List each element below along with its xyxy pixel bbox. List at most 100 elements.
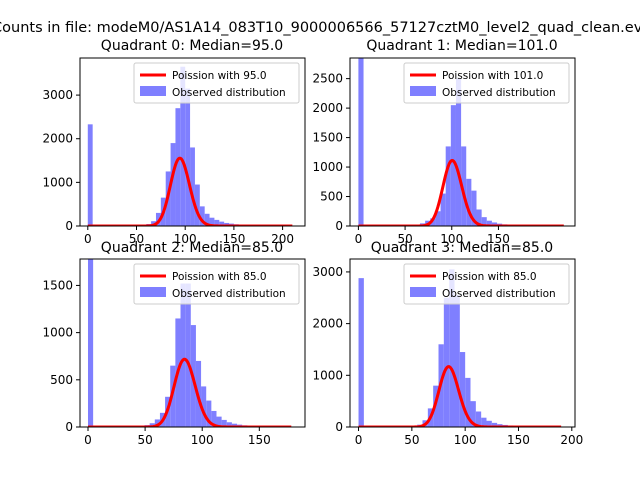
y-tick-label: 2000 (312, 101, 343, 115)
legend-box (403, 263, 570, 305)
x-tick-label: 150 (507, 433, 530, 447)
legend-observed-label: Observed distribution (172, 288, 286, 300)
histogram-bar (175, 108, 181, 226)
histogram-bar (486, 220, 492, 226)
histogram-bar (149, 423, 155, 427)
histogram-bar (214, 219, 220, 226)
y-tick-label: 0 (335, 420, 343, 434)
axes-frame (349, 258, 576, 428)
legend-poisson-label: Poission with 101.0 (442, 70, 543, 82)
histogram-bar (226, 422, 232, 427)
histogram-bar (491, 422, 498, 427)
y-tick-label: 500 (50, 373, 73, 387)
histogram-bar (475, 411, 482, 427)
y-tick-label: 2000 (312, 317, 343, 331)
y-tick-label: 0 (335, 219, 343, 233)
panel-title: Quadrant 2: Median=85.0 (101, 240, 283, 256)
histogram-bar (190, 147, 195, 226)
y-tick-label: 0 (65, 219, 73, 233)
x-tick-label: 50 (137, 433, 152, 447)
legend-poisson-label: Poission with 85.0 (172, 271, 267, 283)
legend: Poission with 85.0 Observed distribution (403, 263, 570, 305)
histogram-bar (455, 78, 462, 226)
legend-box (133, 263, 300, 305)
histogram-bar (476, 209, 482, 226)
legend-observed-swatch (410, 287, 436, 297)
histogram-bar (211, 410, 217, 427)
histogram-bar (471, 190, 477, 226)
plot-area (358, 269, 562, 427)
y-tick-label: 2500 (312, 72, 343, 86)
histogram-bar (180, 283, 186, 427)
y-tick-label: 1000 (312, 368, 343, 382)
y-tick-label: 1500 (42, 278, 73, 292)
axes-frame (79, 57, 306, 227)
x-tick-label: 100 (174, 232, 197, 246)
histogram-bar (465, 377, 471, 427)
y-tick-label: 500 (320, 190, 343, 204)
axes-frame (349, 57, 576, 227)
x-tick-label: 150 (248, 433, 271, 447)
histogram-bar (486, 420, 492, 427)
histogram-bar (445, 146, 451, 226)
x-tick-label: 200 (560, 433, 583, 447)
y-tick-label: 3000 (312, 265, 343, 279)
histogram-bar (87, 259, 94, 427)
histogram-bar (154, 419, 160, 427)
x-tick-label: 150 (222, 232, 245, 246)
figure-title: Counts in file: modeM0/AS1A14_083T10_900… (0, 20, 640, 36)
legend-observed-label: Observed distribution (442, 288, 556, 300)
histogram-bar (199, 206, 205, 226)
x-tick-label: 50 (397, 232, 412, 246)
poisson-curve (358, 365, 562, 427)
histogram-bar (461, 146, 467, 226)
x-tick-label: 50 (129, 232, 144, 246)
x-tick-label: 150 (487, 232, 510, 246)
plot-area (87, 66, 293, 226)
histogram-bar (194, 184, 200, 226)
y-tick-label: 1500 (312, 131, 343, 145)
legend: Poission with 85.0 Observed distribution (133, 263, 300, 305)
histogram-bar (231, 423, 238, 427)
x-tick-label: 100 (440, 232, 463, 246)
y-tick-label: 3000 (42, 88, 73, 102)
x-tick-label: 50 (404, 433, 419, 447)
histogram-bar (201, 386, 207, 427)
histogram-bar (449, 269, 455, 427)
legend-box (403, 62, 570, 104)
legend-observed-swatch (410, 86, 436, 96)
histogram-bar (185, 88, 191, 226)
legend-observed-swatch (140, 86, 166, 96)
histogram-bar (221, 419, 227, 427)
x-tick-label: 200 (271, 232, 294, 246)
histogram-bar (481, 217, 487, 226)
x-tick-label: 0 (355, 232, 363, 246)
histogram-bar (450, 105, 456, 226)
histogram-bar (459, 352, 466, 427)
legend: Poission with 101.0 Observed distribution (403, 62, 570, 104)
plot-area (87, 259, 294, 427)
histogram-bar (358, 278, 364, 427)
y-tick-label: 1000 (42, 175, 73, 189)
poisson-curve (87, 156, 293, 226)
histogram-bar (481, 417, 487, 427)
x-tick-label: 0 (84, 433, 92, 447)
histogram-bar (185, 283, 191, 427)
legend-poisson-label: Poission with 95.0 (172, 70, 267, 82)
histogram-bar (87, 124, 93, 226)
histogram-bar (358, 58, 364, 226)
legend-observed-label: Observed distribution (442, 87, 556, 99)
legend: Poission with 95.0 Observed distribution (133, 62, 300, 104)
histogram-bar (466, 178, 472, 226)
x-tick-label: 100 (454, 433, 477, 447)
panel-title: Quadrant 0: Median=95.0 (101, 38, 283, 54)
y-tick-label: 0 (65, 420, 73, 434)
panel-title: Quadrant 1: Median=101.0 (366, 38, 557, 54)
x-tick-label: 0 (355, 433, 363, 447)
histogram-bar (216, 416, 222, 427)
histogram-bar (206, 400, 212, 427)
